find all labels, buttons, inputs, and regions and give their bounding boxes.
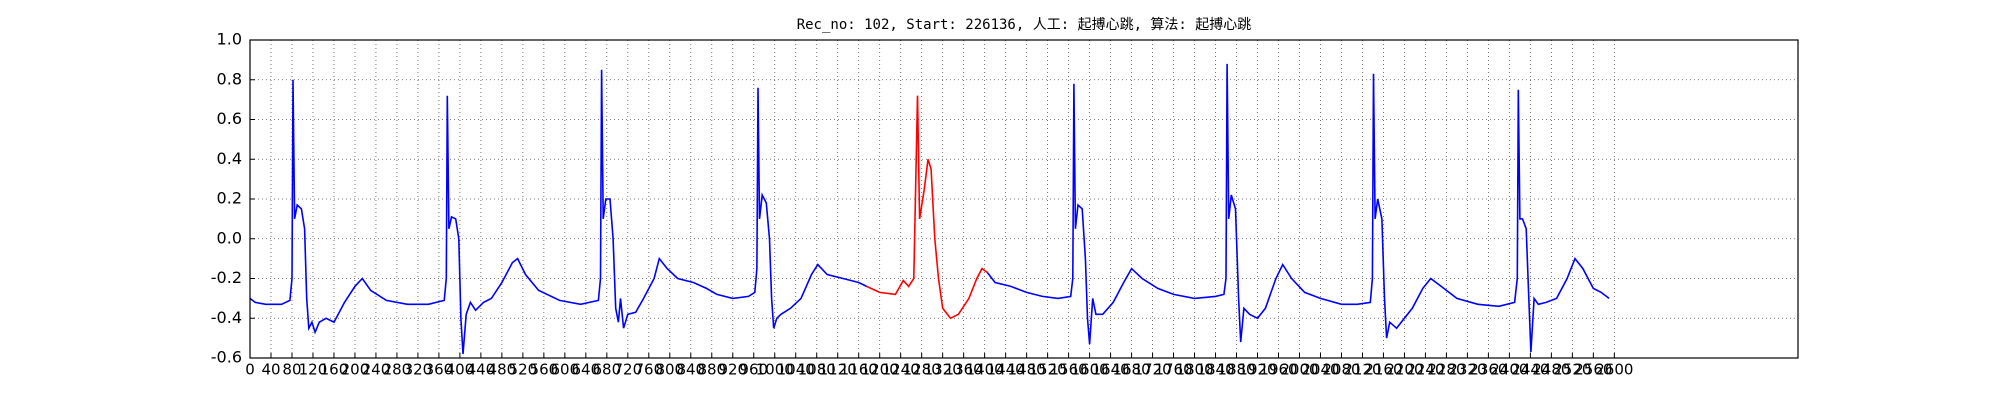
x-tick-label: 1240: [882, 361, 920, 379]
x-tick-label: 0: [245, 361, 255, 379]
x-tick-label: 720: [613, 361, 642, 379]
x-tick-label: 1000: [756, 361, 794, 379]
x-tick-label: 1560: [1050, 361, 1088, 379]
x-tick-label: 840: [676, 361, 705, 379]
x-tick-label: 2080: [1322, 361, 1360, 379]
y-tick-label: 0.2: [217, 189, 242, 208]
x-tick-label: 680: [593, 361, 622, 379]
x-tick-label: 1800: [1175, 361, 1213, 379]
x-tick-label: 80: [282, 361, 301, 379]
x-tick-label: 480: [488, 361, 517, 379]
y-tick-label: -0.6: [211, 348, 242, 367]
x-tick-label: 1920: [1238, 361, 1276, 379]
x-tick-label: 2040: [1301, 361, 1339, 379]
x-tick-label: 2520: [1553, 361, 1591, 379]
x-tick-label: 2000: [1280, 361, 1318, 379]
y-tick-label: 1.0: [217, 30, 242, 49]
x-tick-label: 200: [341, 361, 370, 379]
x-tick-label: 160: [320, 361, 349, 379]
x-tick-label: 1440: [987, 361, 1025, 379]
chart-title: Rec_no: 102, Start: 226136, 人工: 起搏心跳, 算法…: [797, 16, 1252, 33]
x-tick-label: 1160: [840, 361, 878, 379]
ecg-line: [249, 63, 1610, 355]
plot-frame: [249, 39, 1799, 359]
x-tick-label: 320: [404, 361, 433, 379]
x-tick-label: 440: [467, 361, 496, 379]
x-tick-label: 1040: [777, 361, 815, 379]
x-tick-label: 1640: [1091, 361, 1129, 379]
x-tick-label: 1320: [924, 361, 962, 379]
x-tick-label: 240: [362, 361, 391, 379]
x-tick-label: 2400: [1490, 361, 1528, 379]
x-tick-label: 560: [530, 361, 559, 379]
x-tick-label: 520: [509, 361, 538, 379]
x-tick-label: 2480: [1532, 361, 1570, 379]
x-tick-label: 1720: [1133, 361, 1171, 379]
x-tick-label: 1280: [903, 361, 941, 379]
y-tick-label: 0.4: [217, 149, 242, 168]
x-tick-label: 880: [697, 361, 726, 379]
x-tick-label: 640: [572, 361, 601, 379]
x-tick-label: 600: [551, 361, 580, 379]
y-tick-label: 0.6: [217, 109, 242, 128]
x-tick-label: 2120: [1343, 361, 1381, 379]
x-tick-label: 280: [383, 361, 412, 379]
y-tick-label: -0.2: [211, 268, 242, 287]
x-tick-label: 120: [299, 361, 328, 379]
x-tick-label: 1680: [1112, 361, 1150, 379]
x-tick-label: 2600: [1595, 361, 1633, 379]
x-tick-label: 960: [739, 361, 768, 379]
x-tick-label: 2320: [1448, 361, 1486, 379]
x-tick-label: 1960: [1259, 361, 1297, 379]
x-tick-label: 2240: [1406, 361, 1444, 379]
x-tick-label: 2560: [1574, 361, 1612, 379]
x-tick-label: 400: [446, 361, 475, 379]
x-tick-label: 1400: [966, 361, 1004, 379]
x-tick-label: 760: [634, 361, 663, 379]
x-tick-label: 1080: [798, 361, 836, 379]
x-tick-label: 1120: [819, 361, 857, 379]
x-tick-label: 920: [718, 361, 747, 379]
y-tick-label: -0.4: [211, 308, 242, 327]
x-tick-label: 1880: [1217, 361, 1255, 379]
x-tick-label: 1200: [861, 361, 899, 379]
ecg-line: [866, 95, 988, 320]
x-tick-label: 2200: [1385, 361, 1423, 379]
x-tick-label: 1520: [1029, 361, 1067, 379]
x-tick-label: 1760: [1154, 361, 1192, 379]
x-tick-label: 2280: [1427, 361, 1465, 379]
x-tick-label: 360: [425, 361, 454, 379]
x-tick-label: 1480: [1008, 361, 1046, 379]
x-tick-label: 40: [261, 361, 280, 379]
x-tick-label: 1360: [945, 361, 983, 379]
x-tick-label: 1600: [1070, 361, 1108, 379]
x-tick-label: 2440: [1511, 361, 1549, 379]
x-tick-label: 2360: [1469, 361, 1507, 379]
y-tick-label: 0.8: [217, 69, 242, 88]
x-tick-label: 1840: [1196, 361, 1234, 379]
x-tick-label: 800: [655, 361, 684, 379]
y-tick-label: 0.0: [217, 228, 242, 247]
x-tick-label: 2160: [1364, 361, 1402, 379]
